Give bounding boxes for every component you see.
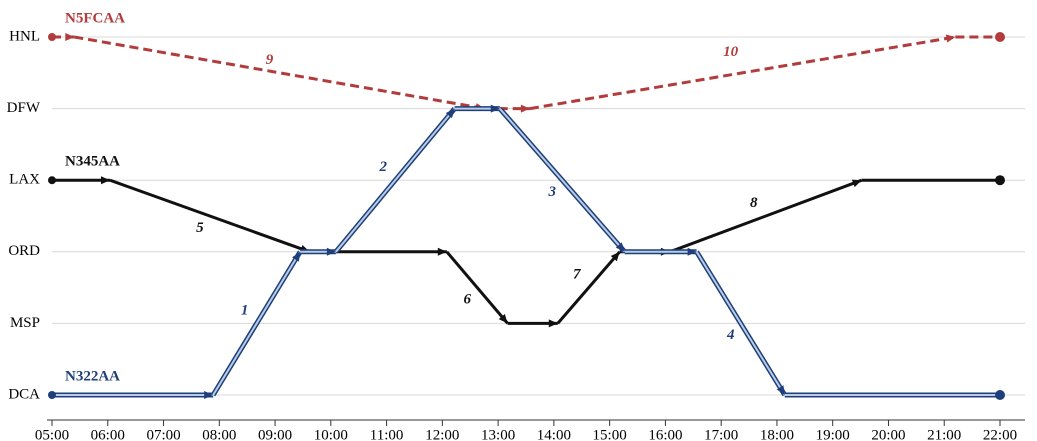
- flight-segment-inner: [695, 251, 786, 396]
- flight-label: 7: [573, 267, 581, 283]
- aircraft-name: N345AA: [65, 154, 120, 170]
- x-tick-label: 10:00: [314, 427, 348, 441]
- route-start: [48, 33, 56, 41]
- x-tick-label: 12:00: [425, 427, 459, 441]
- flight-label: 5: [196, 220, 204, 236]
- x-tick-label: 05:00: [35, 427, 69, 441]
- x-tick-label: 06:00: [91, 427, 125, 441]
- route-end: [995, 390, 1005, 400]
- arrowhead: [945, 34, 956, 43]
- arrowhead: [292, 251, 301, 262]
- arrowhead: [610, 251, 620, 262]
- x-tick-label: 17:00: [704, 427, 738, 441]
- arrowhead: [100, 176, 110, 185]
- flight-segment-inner: [335, 107, 456, 253]
- aircraft-name: N5FCAA: [65, 10, 125, 26]
- x-tick-label: 19:00: [816, 427, 850, 441]
- route-end: [995, 32, 1005, 42]
- flight-label: 9: [266, 52, 274, 68]
- arrowhead: [776, 385, 785, 395]
- flight-segment: [529, 35, 956, 111]
- flight-segment: [445, 250, 509, 325]
- flight-segment: [556, 250, 621, 325]
- route-end: [995, 175, 1005, 186]
- x-tick-label: 13:00: [481, 427, 515, 441]
- arrowhead: [498, 313, 508, 324]
- route-start: [48, 176, 56, 185]
- y-tick-label: ORD: [8, 243, 40, 259]
- arrowhead: [615, 242, 625, 252]
- flight-segment-inner: [499, 107, 626, 253]
- arrowhead: [437, 247, 447, 256]
- y-tick-label: MSP: [10, 315, 40, 331]
- x-tick-label: 09:00: [258, 427, 292, 441]
- x-tick-label: 14:00: [537, 427, 571, 441]
- x-tick-label: 20:00: [871, 427, 905, 441]
- route-start: [48, 391, 56, 399]
- arrowhead: [65, 33, 75, 41]
- arrowhead: [490, 104, 500, 113]
- arrowhead: [851, 179, 862, 188]
- flight-label: 1: [241, 302, 249, 318]
- y-tick-label: DFW: [7, 100, 41, 116]
- y-tick-label: LAX: [9, 172, 40, 188]
- flight-segment-inner: [212, 251, 302, 396]
- y-tick-label: HNL: [9, 28, 40, 44]
- x-tick-label: 07:00: [146, 427, 180, 441]
- flight-label: 6: [463, 291, 471, 307]
- x-tick-label: 16:00: [648, 427, 682, 441]
- x-tick-label: 15:00: [593, 427, 627, 441]
- flight-label: 10: [723, 44, 739, 60]
- x-tick-label: 08:00: [202, 427, 236, 441]
- arrowhead: [204, 391, 214, 399]
- arrowhead: [445, 108, 455, 119]
- flight-label: 8: [750, 195, 758, 211]
- x-tick-label: 11:00: [370, 427, 404, 441]
- arrowhead: [548, 319, 558, 328]
- aircraft-name: N322AA: [65, 368, 120, 384]
- aircraft-route: N322AA 1 2 3 4: [48, 104, 1005, 400]
- x-tick-label: 22:00: [983, 427, 1017, 441]
- flight-label: 3: [547, 184, 556, 200]
- arrowhead: [520, 104, 530, 113]
- flight-segment: [109, 178, 311, 254]
- arrowhead: [326, 247, 336, 256]
- x-tick-label: 21:00: [927, 427, 961, 441]
- flight-label: 4: [726, 327, 735, 343]
- arrowhead: [687, 247, 697, 256]
- y-tick-label: DCA: [8, 386, 40, 402]
- x-tick-label: 18:00: [760, 427, 794, 441]
- flight-label: 2: [378, 159, 387, 175]
- flight-segment: [669, 178, 863, 254]
